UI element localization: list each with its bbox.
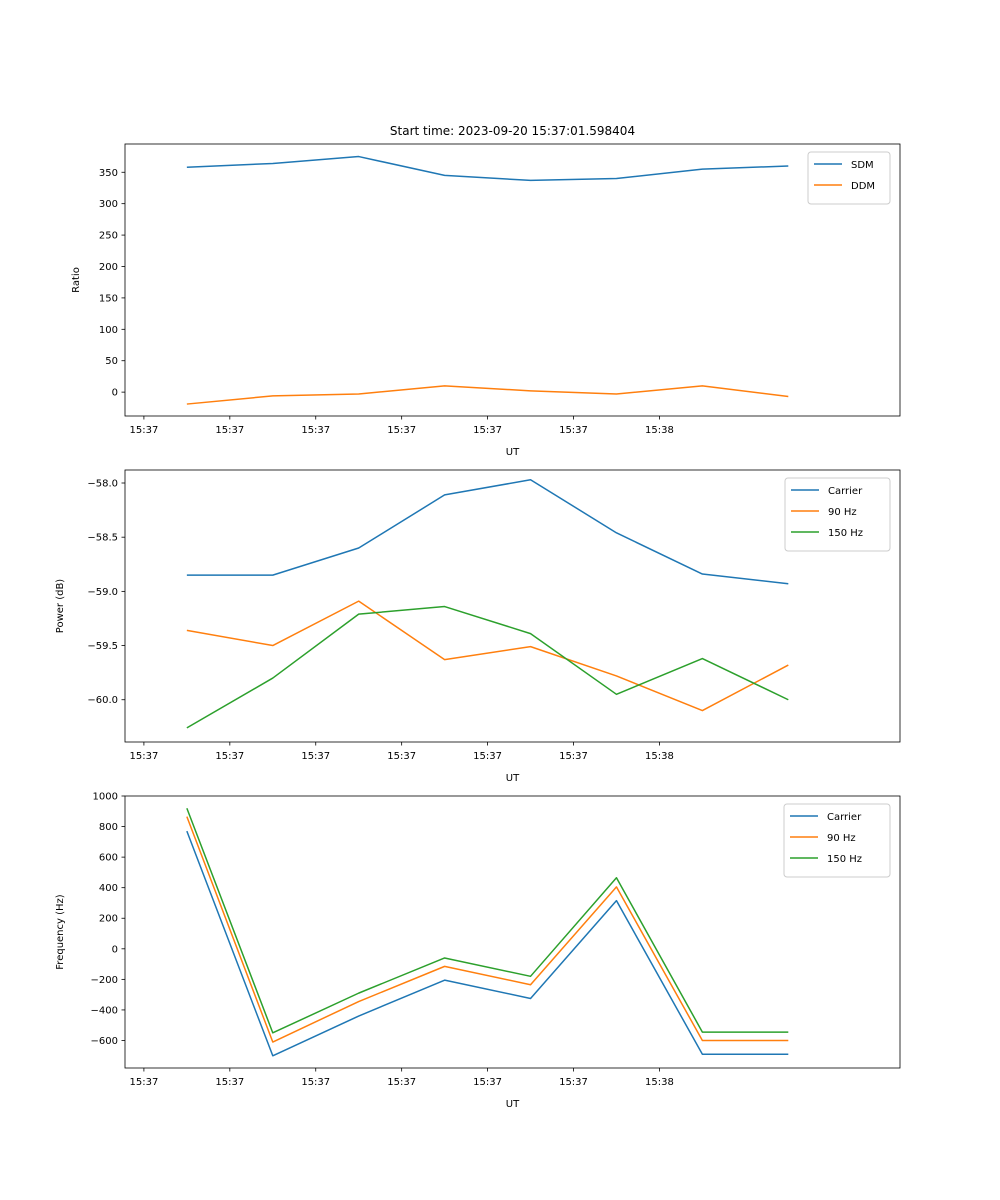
- y-tick-label-2-6: 600: [99, 853, 118, 864]
- y-tick-label-1-0: −60.0: [87, 695, 118, 706]
- axes-frame-1: [124, 469, 901, 743]
- x-tick-label-2-6: 15:38: [645, 1077, 674, 1088]
- x-tick-label-2-5: 15:37: [559, 1077, 588, 1088]
- x-tick-label-0-3: 15:37: [387, 425, 416, 436]
- y-tick-label-2-7: 800: [99, 822, 118, 833]
- x-tick-label-2-3: 15:37: [387, 1077, 416, 1088]
- figure-title: Start time: 2023-09-20 15:37:01.598404: [390, 124, 635, 138]
- x-tick-label-1-4: 15:37: [473, 751, 502, 762]
- y-tick-label-1-3: −58.5: [87, 533, 118, 544]
- series-line-2-0: [186, 830, 789, 1057]
- x-axis-label-0: UT: [506, 447, 520, 458]
- y-tick-label-2-8: 1000: [93, 792, 118, 803]
- y-axis-label-2: Frequency (Hz): [55, 894, 66, 970]
- y-tick-label-0-2: 100: [99, 325, 118, 336]
- y-tick-label-0-1: 50: [105, 356, 118, 367]
- y-tick-label-0-7: 350: [99, 168, 118, 179]
- x-tick-label-2-0: 15:37: [129, 1077, 158, 1088]
- series-line-0-0: [186, 155, 789, 182]
- series-line-1-0: [186, 479, 789, 585]
- x-tick-label-1-0: 15:37: [129, 751, 158, 762]
- y-tick-label-0-3: 150: [99, 293, 118, 304]
- series-line-2-1: [186, 816, 789, 1043]
- x-tick-label-0-0: 15:37: [129, 425, 158, 436]
- series-line-2-2: [186, 807, 789, 1034]
- y-tick-label-1-2: −59.0: [87, 587, 118, 598]
- legend-label-2-1: 90 Hz: [827, 833, 856, 844]
- legend-label-0-1: DDM: [851, 181, 875, 192]
- y-axis-label-1: Power (dB): [55, 579, 66, 634]
- x-tick-label-0-4: 15:37: [473, 425, 502, 436]
- legend-label-2-0: Carrier: [827, 812, 862, 823]
- x-axis-label-1: UT: [506, 773, 520, 784]
- ratio-subplot: 15:37 15:37 15:37 15:37 15:37 15:37 15:38 0 50 10…: [71, 143, 901, 458]
- series-line-1-1: [186, 600, 789, 712]
- power-subplot: 15:37 15:37 15:37 15:37 15:37 15:37 15:38 −60.0…: [55, 469, 901, 784]
- legend-label-0-0: SDM: [851, 160, 874, 171]
- x-tick-label-0-2: 15:37: [301, 425, 330, 436]
- y-tick-label-0-0: 0: [112, 388, 118, 399]
- x-tick-label-0-5: 15:37: [559, 425, 588, 436]
- x-tick-label-2-1: 15:37: [215, 1077, 244, 1088]
- legend-label-2-2: 150 Hz: [827, 854, 862, 865]
- y-tick-label-2-2: −200: [91, 975, 118, 986]
- x-tick-label-1-1: 15:37: [215, 751, 244, 762]
- y-tick-label-2-0: −600: [91, 1036, 118, 1047]
- y-tick-label-1-4: −58.0: [87, 479, 118, 490]
- y-tick-label-0-5: 250: [99, 231, 118, 242]
- x-tick-label-1-2: 15:37: [301, 751, 330, 762]
- y-axis-label-0: Ratio: [71, 267, 82, 293]
- x-tick-label-2-2: 15:37: [301, 1077, 330, 1088]
- legend-label-1-2: 150 Hz: [828, 528, 863, 539]
- x-axis-label-2: UT: [506, 1099, 520, 1110]
- legend-label-1-0: Carrier: [828, 486, 863, 497]
- y-tick-label-2-1: −400: [91, 1005, 118, 1016]
- y-tick-label-2-3: 0: [112, 944, 118, 955]
- axes-frame-0: [124, 143, 901, 417]
- x-tick-label-0-1: 15:37: [215, 425, 244, 436]
- y-tick-label-1-1: −59.5: [87, 641, 118, 652]
- x-tick-label-1-6: 15:38: [645, 751, 674, 762]
- frequency-subplot: 15:37 15:37 15:37 15:37 15:37 15:37 15:38 −600 −…: [55, 792, 901, 1110]
- y-tick-label-2-5: 400: [99, 883, 118, 894]
- series-line-0-1: [186, 385, 789, 405]
- x-tick-label-2-4: 15:37: [473, 1077, 502, 1088]
- y-tick-label-0-6: 300: [99, 199, 118, 210]
- axes-frame-2: [124, 795, 901, 1069]
- series-line-1-2: [186, 605, 789, 729]
- y-tick-label-0-4: 200: [99, 262, 118, 273]
- x-tick-label-0-6: 15:38: [645, 425, 674, 436]
- x-tick-label-1-5: 15:37: [559, 751, 588, 762]
- legend-box-0: [807, 151, 891, 205]
- y-tick-label-2-4: 200: [99, 914, 118, 925]
- legend-label-1-1: 90 Hz: [828, 507, 857, 518]
- x-tick-label-1-3: 15:37: [387, 751, 416, 762]
